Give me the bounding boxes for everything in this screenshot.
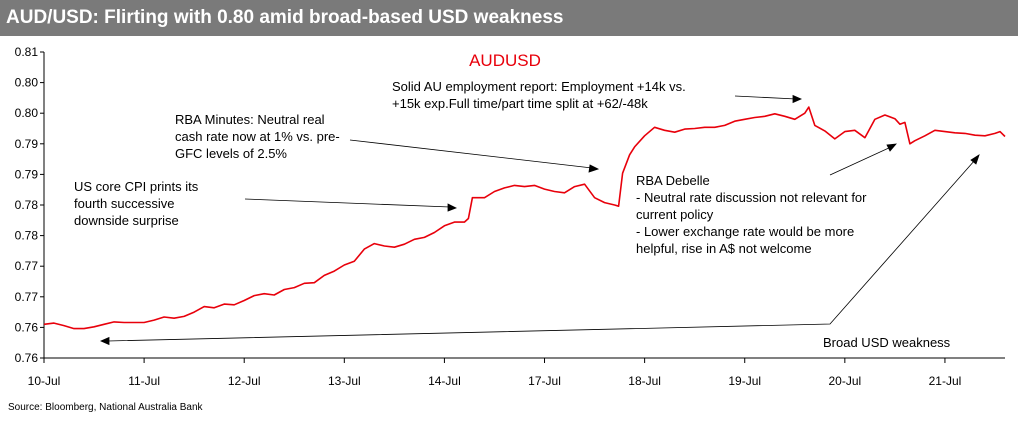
y-tick-label: 0.76	[15, 351, 39, 365]
x-tick-label: 21-Jul	[929, 374, 962, 388]
title-bar: AUD/USD: Flirting with 0.80 amid broad-b…	[0, 0, 1018, 36]
x-tick-label: 20-Jul	[828, 374, 861, 388]
annotation-debelle-line: - Lower exchange rate would be more	[636, 224, 854, 239]
page-title: AUD/USD: Flirting with 0.80 amid broad-b…	[6, 7, 564, 28]
arrowhead-usd-weakness-right	[970, 154, 980, 165]
annotation-usd-weakness-line: Broad USD weakness	[823, 335, 951, 350]
annotation-usd-weakness: Broad USD weakness	[823, 335, 951, 350]
annotation-cpi-line: US core CPI prints its	[74, 179, 199, 194]
annotation-cpi-line: fourth successive	[74, 196, 174, 211]
annotation-debelle-line: RBA Debelle	[636, 173, 710, 188]
y-tick-label: 0.79	[15, 137, 39, 151]
x-tick-label: 11-Jul	[128, 374, 160, 388]
annotation-rba-minutes: RBA Minutes: Neutral real cash rate now …	[175, 112, 340, 161]
x-tick-label: 13-Jul	[328, 374, 361, 388]
arrow-employment	[734, 95, 797, 100]
annotation-debelle-line: current policy	[636, 207, 714, 222]
y-tick-label: 0.78	[15, 198, 39, 212]
y-tick-label: 0.79	[15, 167, 39, 181]
annotation-employment-line: Solid AU employment report: Employment +…	[392, 79, 686, 94]
y-tick-label: 0.80	[15, 76, 39, 90]
annotation-rba-minutes-line: GFC levels of 2.5%	[175, 146, 287, 161]
x-tick-label: 10-Jul	[28, 374, 61, 388]
annotation-debelle-line: - Neutral rate discussion not relevant f…	[636, 190, 867, 205]
x-tick-label: 18-Jul	[628, 374, 661, 388]
annotation-employment: Solid AU employment report: Employment +…	[392, 79, 686, 111]
arrow-debelle	[829, 146, 892, 176]
x-tick-label: 12-Jul	[228, 374, 261, 388]
annotation-debelle: RBA Debelle - Neutral rate discussion no…	[636, 173, 867, 256]
y-tick-label: 0.78	[15, 229, 39, 243]
arrowhead-usd-weakness-left	[100, 336, 110, 346]
y-tick-label: 0.77	[15, 259, 39, 273]
chart-title: AUDUSD	[469, 51, 541, 70]
y-tick-label: 0.76	[15, 320, 39, 334]
annotation-cpi-line: downside surprise	[74, 213, 179, 228]
y-tick-label: 0.80	[15, 106, 39, 120]
x-tick-label: 14-Jul	[428, 374, 461, 388]
y-tick-label: 0.81	[15, 45, 39, 59]
x-tick-label: 17-Jul	[528, 374, 561, 388]
y-ticks: 0.76 0.76 0.77 0.77 0.78 0.78 0.79 0.79 0.80 0.80…	[15, 45, 44, 365]
annotation-rba-minutes-line: cash rate now at 1% vs. pre-	[175, 129, 340, 144]
x-ticks: 10-Jul 11-Jul 12-Jul 13-Jul 14-Jul 17-Jul 18-J…	[28, 358, 962, 388]
arrow-rba-minutes	[349, 139, 593, 169]
annotation-debelle-line: helpful, rise in A$ not welcome	[636, 241, 812, 256]
arrow-cpi	[244, 198, 451, 208]
x-tick-label: 19-Jul	[728, 374, 761, 388]
annotation-arrows	[100, 94, 980, 346]
source-note: Source: Bloomberg, National Australia Ba…	[8, 402, 203, 413]
arrowhead-debelle	[886, 143, 897, 152]
series-line-audusd	[43, 106, 1006, 330]
annotation-cpi: US core CPI prints its fourth successive…	[74, 179, 199, 228]
arrowhead-cpi	[447, 203, 457, 212]
arrowhead-employment	[792, 94, 802, 104]
annotation-rba-minutes-line: RBA Minutes: Neutral real	[175, 112, 325, 127]
annotation-employment-line: +15k exp.Full time/part time split at +6…	[392, 96, 648, 111]
arrow-usd-weakness	[107, 159, 976, 342]
arrowhead-rba-minutes	[588, 164, 600, 173]
y-tick-label: 0.77	[15, 290, 39, 304]
